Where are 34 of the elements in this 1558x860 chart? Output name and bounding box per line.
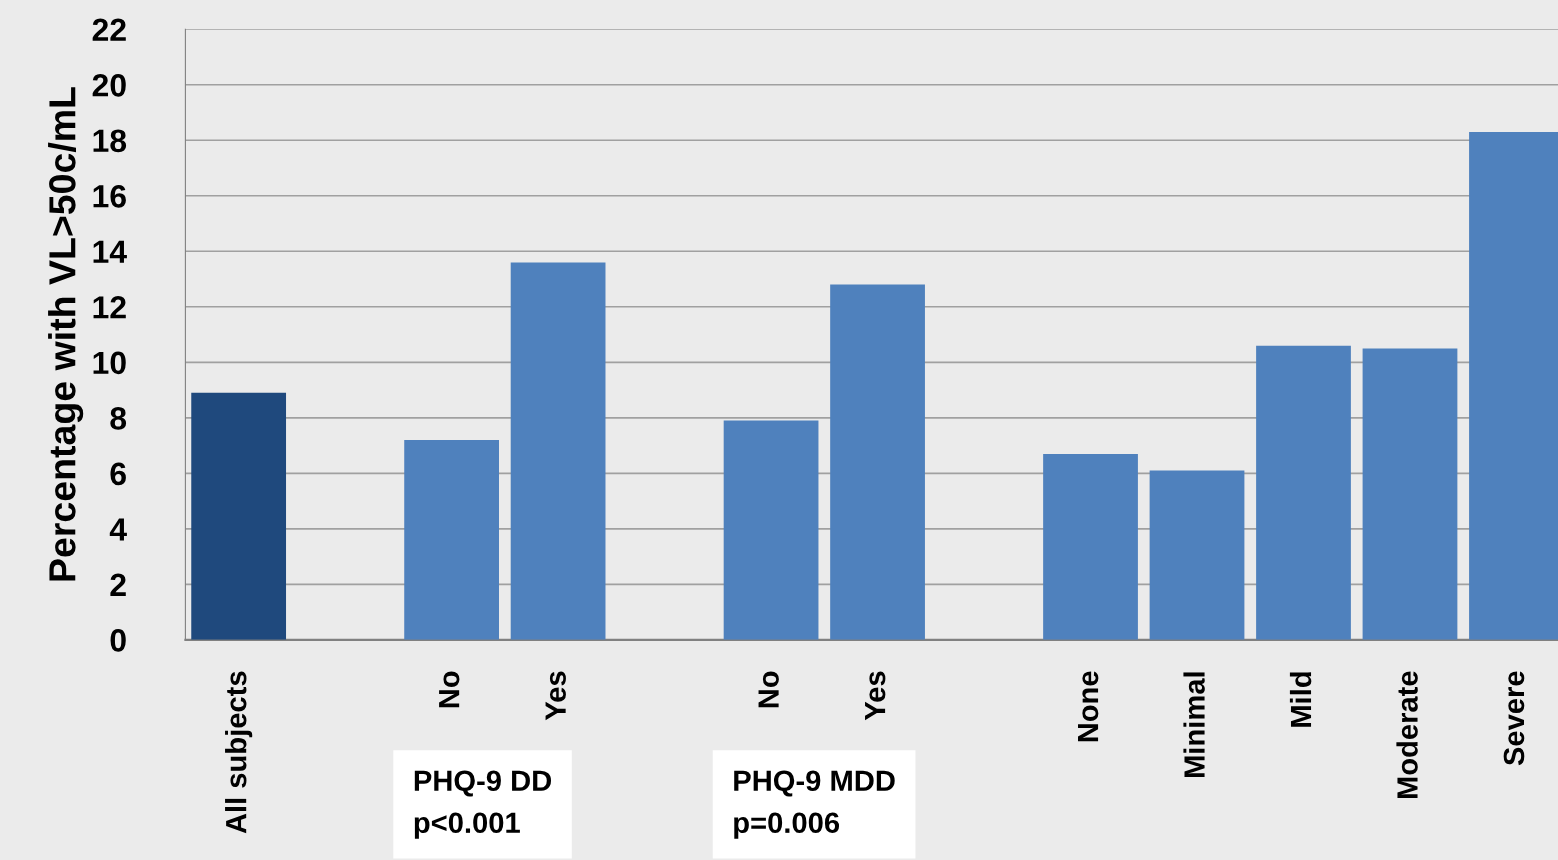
bar: [1362, 348, 1458, 640]
y-tick-label: 2: [110, 573, 126, 596]
x-tick-label: Moderate: [1396, 671, 1418, 799]
y-tick-label: 4: [109, 518, 127, 541]
y-tick-label: 12: [93, 296, 126, 319]
bar: [723, 420, 819, 640]
bar: [1256, 345, 1351, 640]
bar: [191, 392, 287, 640]
y-tick-label: 22: [92, 18, 126, 41]
y-axis-title: Percentage with VL>50c/mL: [48, 87, 84, 581]
y-tick-label: 20: [92, 74, 126, 97]
bar: [510, 262, 606, 640]
text: PHQ-9 MDD p=0.006: [734, 770, 895, 839]
y-tick-label: 10: [93, 351, 126, 375]
x-tick-label: Yes: [545, 671, 566, 721]
x-tick-label: Mild: [1289, 672, 1312, 727]
x-tick-label: Severe: [1503, 671, 1525, 766]
x-tick-label: None: [1078, 671, 1099, 742]
x-tick-label: Minimal: [1183, 672, 1205, 778]
bar: [830, 284, 925, 640]
text: PHQ-9 DD p<0.001: [414, 770, 552, 839]
y-tick-label: 16: [93, 185, 126, 208]
y-tick-label: 14: [93, 240, 127, 263]
y-tick-label: 18: [93, 129, 127, 153]
bar: [1043, 453, 1138, 640]
y-tick-label: 6: [110, 462, 126, 486]
bar: [404, 440, 499, 640]
y-tick-label: 0: [110, 629, 126, 652]
bar: [1149, 470, 1245, 640]
x-tick-label: All subjects: [225, 671, 253, 834]
y-tick-label: 8: [110, 407, 127, 430]
x-tick-label: No: [758, 671, 779, 708]
x-tick-label: Yes: [865, 671, 886, 721]
x-tick-label: No: [439, 671, 460, 708]
